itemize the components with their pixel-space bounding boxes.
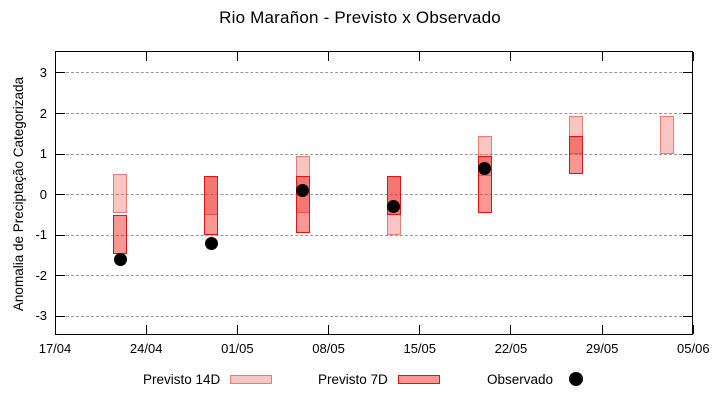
y-tick-label: -1 — [35, 227, 47, 243]
x-tick-bottom — [54, 325, 56, 334]
y-tick-right — [683, 315, 692, 317]
previsto-7d-bar — [113, 214, 128, 254]
x-tick-label: 08/05 — [312, 341, 345, 356]
x-tick-top — [328, 52, 330, 61]
gridline — [56, 113, 692, 115]
y-tick-left — [56, 194, 65, 196]
x-tick-bottom — [510, 325, 512, 334]
y-tick-label: 2 — [39, 105, 47, 121]
legend-swatch-previsto-14d — [230, 374, 273, 384]
x-tick-label: 17/04 — [38, 341, 72, 356]
y-tick-right — [683, 194, 692, 196]
y-tick-right — [683, 275, 692, 277]
x-tick-bottom — [236, 325, 238, 334]
y-tick-label: -3 — [35, 308, 47, 324]
observado-dot — [478, 161, 492, 175]
observado-dot — [113, 253, 127, 267]
legend-observado-dot-icon — [569, 372, 584, 386]
gridline — [56, 275, 692, 277]
previsto-7d-bar — [204, 176, 219, 236]
y-tick-label: 3 — [39, 64, 47, 80]
y-tick-left — [56, 113, 65, 115]
gridline — [56, 234, 692, 236]
x-tick-bottom — [692, 325, 694, 334]
legend: Previsto 14D Previsto 7D Observado — [0, 368, 720, 392]
legend-label-observado: Observado — [487, 371, 554, 387]
x-tick-top — [510, 52, 512, 61]
x-tick-label: 22/05 — [494, 341, 528, 356]
x-tick-top — [236, 52, 238, 61]
legend-item-observado: Observado — [487, 368, 584, 390]
legend-swatch-previsto-7d — [397, 374, 440, 384]
plot-area — [55, 51, 693, 335]
x-tick-bottom — [419, 325, 421, 334]
gridline — [56, 315, 692, 317]
observado-dot — [204, 236, 218, 250]
x-tick-label: 15/05 — [403, 341, 437, 356]
observado-dot — [296, 184, 309, 198]
chart-title: Rio Marañon - Previsto x Observado — [219, 8, 501, 27]
y-tick-right — [683, 153, 692, 155]
y-tick-left — [56, 315, 65, 317]
y-tick-left — [56, 153, 65, 155]
x-tick-bottom — [328, 325, 330, 334]
y-tick-left — [56, 72, 65, 74]
x-tick-label: 05/06 — [677, 341, 710, 356]
y-tick-label: 0 — [39, 186, 47, 202]
x-tick-top — [692, 52, 694, 61]
gridline — [56, 194, 692, 196]
y-tick-left — [56, 234, 65, 236]
previsto-14d-bar — [569, 115, 584, 155]
y-tick-right — [683, 113, 692, 115]
x-tick-label: 01/05 — [221, 341, 254, 356]
y-tick-right — [683, 72, 692, 74]
x-tick-label: 29/05 — [585, 341, 619, 356]
x-tick-top — [601, 52, 603, 61]
x-tick-top — [145, 52, 147, 61]
previsto-14d-bar — [113, 174, 128, 213]
legend-label-previsto-7d: Previsto 7D — [318, 371, 388, 387]
x-tick-top — [54, 52, 56, 61]
previsto-7d-bar — [569, 135, 584, 175]
observado-dot — [387, 200, 401, 214]
x-tick-top — [419, 52, 421, 61]
previsto-14d-bar — [660, 115, 675, 155]
legend-label-previsto-14d: Previsto 14D — [143, 371, 221, 387]
legend-item-previsto-7d: Previsto 7D — [318, 368, 440, 390]
gridline — [56, 153, 692, 155]
x-tick-label: 24/04 — [129, 341, 163, 356]
y-tick-left — [56, 275, 65, 277]
x-tick-bottom — [601, 325, 603, 334]
y-tick-label: -2 — [35, 267, 47, 283]
y-tick-right — [683, 234, 692, 236]
y-tick-label: 1 — [39, 146, 47, 162]
x-tick-bottom — [145, 325, 147, 334]
legend-item-previsto-14d: Previsto 14D — [143, 368, 273, 390]
gridline — [56, 72, 692, 74]
